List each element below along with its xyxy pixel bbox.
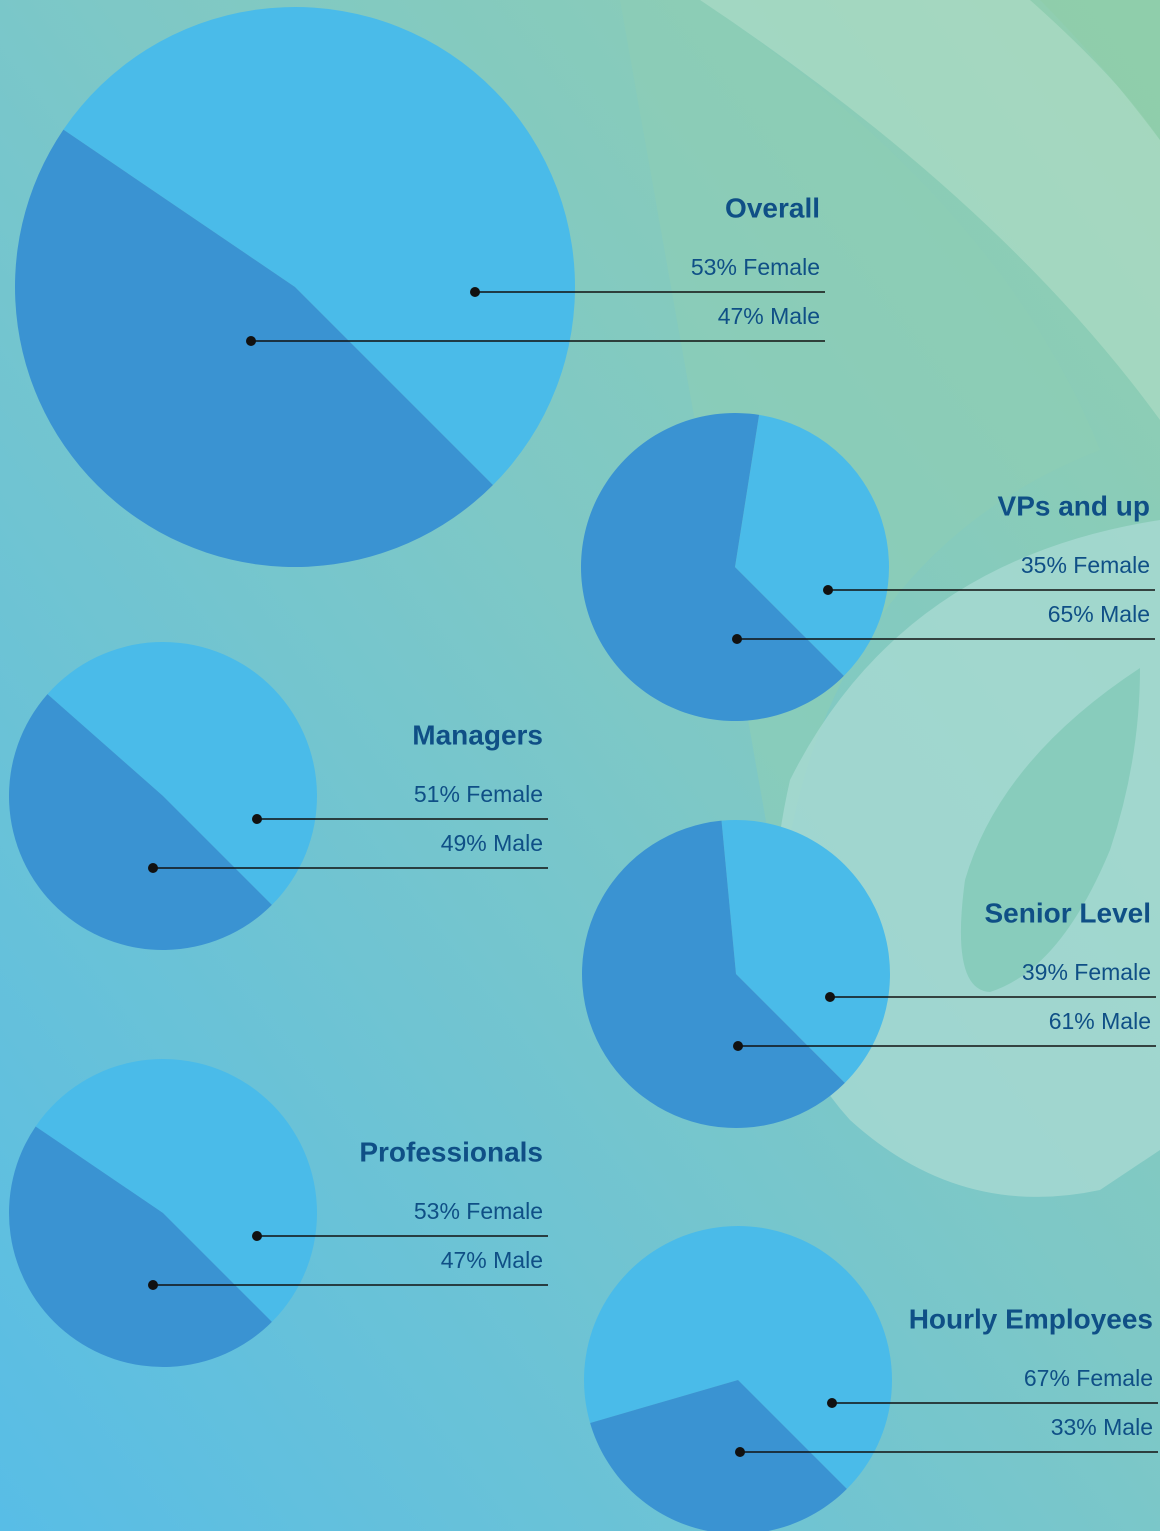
- pie-slice: [590, 1380, 847, 1531]
- value-label: 53% Female: [691, 254, 820, 280]
- pie-slice: [8, 694, 272, 951]
- value-label: 51% Female: [414, 781, 543, 807]
- value-label: 39% Female: [1022, 959, 1151, 985]
- leader-dot: [148, 863, 158, 873]
- pie-title: Senior Level: [984, 897, 1151, 928]
- pie-slice: [63, 6, 576, 485]
- leader-dot: [825, 992, 835, 1002]
- charts: Overall 53% Female 47% Male VPs and up 35% F…: [8, 6, 1158, 1531]
- value-label: 61% Male: [1049, 1008, 1151, 1034]
- leader-dot: [732, 634, 742, 644]
- pie-slice: [9, 1126, 272, 1367]
- pie-title: VPs and up: [998, 490, 1150, 521]
- value-label: 67% Female: [1024, 1365, 1153, 1391]
- pie-title: Hourly Employees: [909, 1303, 1153, 1334]
- leader-dot: [827, 1398, 837, 1408]
- value-label: 65% Male: [1048, 601, 1150, 627]
- pie-slice: [721, 820, 890, 1083]
- pie-title: Managers: [412, 719, 543, 750]
- pie-title: Overall: [725, 192, 820, 223]
- leader-dot: [823, 585, 833, 595]
- leader-dot: [735, 1447, 745, 1457]
- value-label: 53% Female: [414, 1198, 543, 1224]
- pie-slice: [581, 820, 845, 1129]
- decor-shape: [700, 0, 1160, 420]
- leader-dot: [733, 1041, 743, 1051]
- pie-slice: [47, 642, 317, 905]
- pie-slice: [580, 413, 844, 721]
- pie-title: Professionals: [359, 1136, 543, 1167]
- leader-dot: [470, 287, 480, 297]
- pie-slice: [35, 1058, 318, 1322]
- decor-leaf: [960, 668, 1140, 992]
- value-label: 35% Female: [1021, 552, 1150, 578]
- leader-dot: [148, 1280, 158, 1290]
- value-label: 47% Male: [718, 303, 820, 329]
- decor-shape: [1040, 0, 1160, 140]
- value-label: 33% Male: [1051, 1414, 1153, 1440]
- leader-dot: [246, 336, 256, 346]
- pie-slice: [15, 129, 493, 567]
- pie-slice: [735, 414, 889, 676]
- pie-slice: [583, 1226, 892, 1489]
- leader-dot: [252, 1231, 262, 1241]
- leader-dot: [252, 814, 262, 824]
- value-label: 49% Male: [441, 830, 543, 856]
- value-label: 47% Male: [441, 1247, 543, 1273]
